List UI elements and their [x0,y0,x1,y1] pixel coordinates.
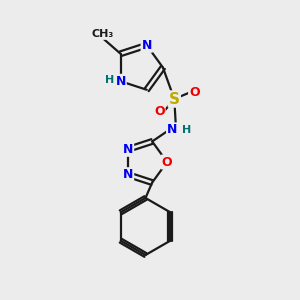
Text: O: O [189,86,200,99]
Text: N: N [167,123,177,136]
Text: H: H [104,75,114,85]
Text: N: N [123,143,133,156]
Text: O: O [154,105,165,118]
Text: N: N [142,39,152,52]
Text: O: O [162,155,172,169]
Text: H: H [182,125,191,135]
Text: S: S [169,92,180,106]
Text: CH₃: CH₃ [92,29,114,39]
Text: N: N [123,168,133,181]
Text: N: N [116,75,126,88]
